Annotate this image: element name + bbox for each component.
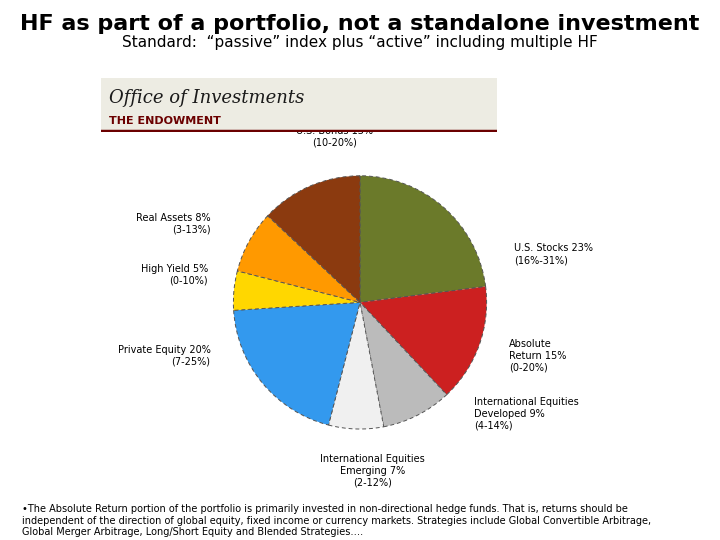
Wedge shape — [238, 215, 360, 302]
Wedge shape — [268, 176, 360, 302]
Wedge shape — [360, 176, 485, 302]
Wedge shape — [360, 287, 487, 395]
Text: THE ENDOWMENT: THE ENDOWMENT — [109, 116, 220, 126]
Text: International Equities
Emerging 7%
(2-12%): International Equities Emerging 7% (2-12… — [320, 454, 425, 488]
Wedge shape — [328, 302, 384, 429]
Text: Real Assets 8%
(3-13%): Real Assets 8% (3-13%) — [136, 213, 210, 235]
Text: HF as part of a portfolio, not a standalone investment: HF as part of a portfolio, not a standal… — [20, 14, 700, 33]
Wedge shape — [360, 302, 446, 427]
Text: Private Equity 20%
(7-25%): Private Equity 20% (7-25%) — [117, 345, 210, 366]
Text: Standard:  “passive” index plus “active” including multiple HF: Standard: “passive” index plus “active” … — [122, 35, 598, 50]
Text: •The Absolute Return portion of the portfolio is primarily invested in non-direc: •The Absolute Return portion of the port… — [22, 504, 651, 537]
FancyBboxPatch shape — [101, 78, 497, 132]
Wedge shape — [233, 271, 360, 310]
Text: Office of Investments: Office of Investments — [109, 89, 304, 107]
Text: U.S. Stocks 23%
(16%-31%): U.S. Stocks 23% (16%-31%) — [515, 244, 593, 265]
Text: International Equities
Developed 9%
(4-14%): International Equities Developed 9% (4-1… — [474, 397, 579, 430]
Text: U.S. Bonds 13%
(10-20%): U.S. Bonds 13% (10-20%) — [296, 126, 373, 148]
Wedge shape — [233, 302, 360, 425]
Text: Absolute
Return 15%
(0-20%): Absolute Return 15% (0-20%) — [510, 339, 567, 372]
Text: High Yield 5%
(0-10%): High Yield 5% (0-10%) — [141, 264, 208, 285]
